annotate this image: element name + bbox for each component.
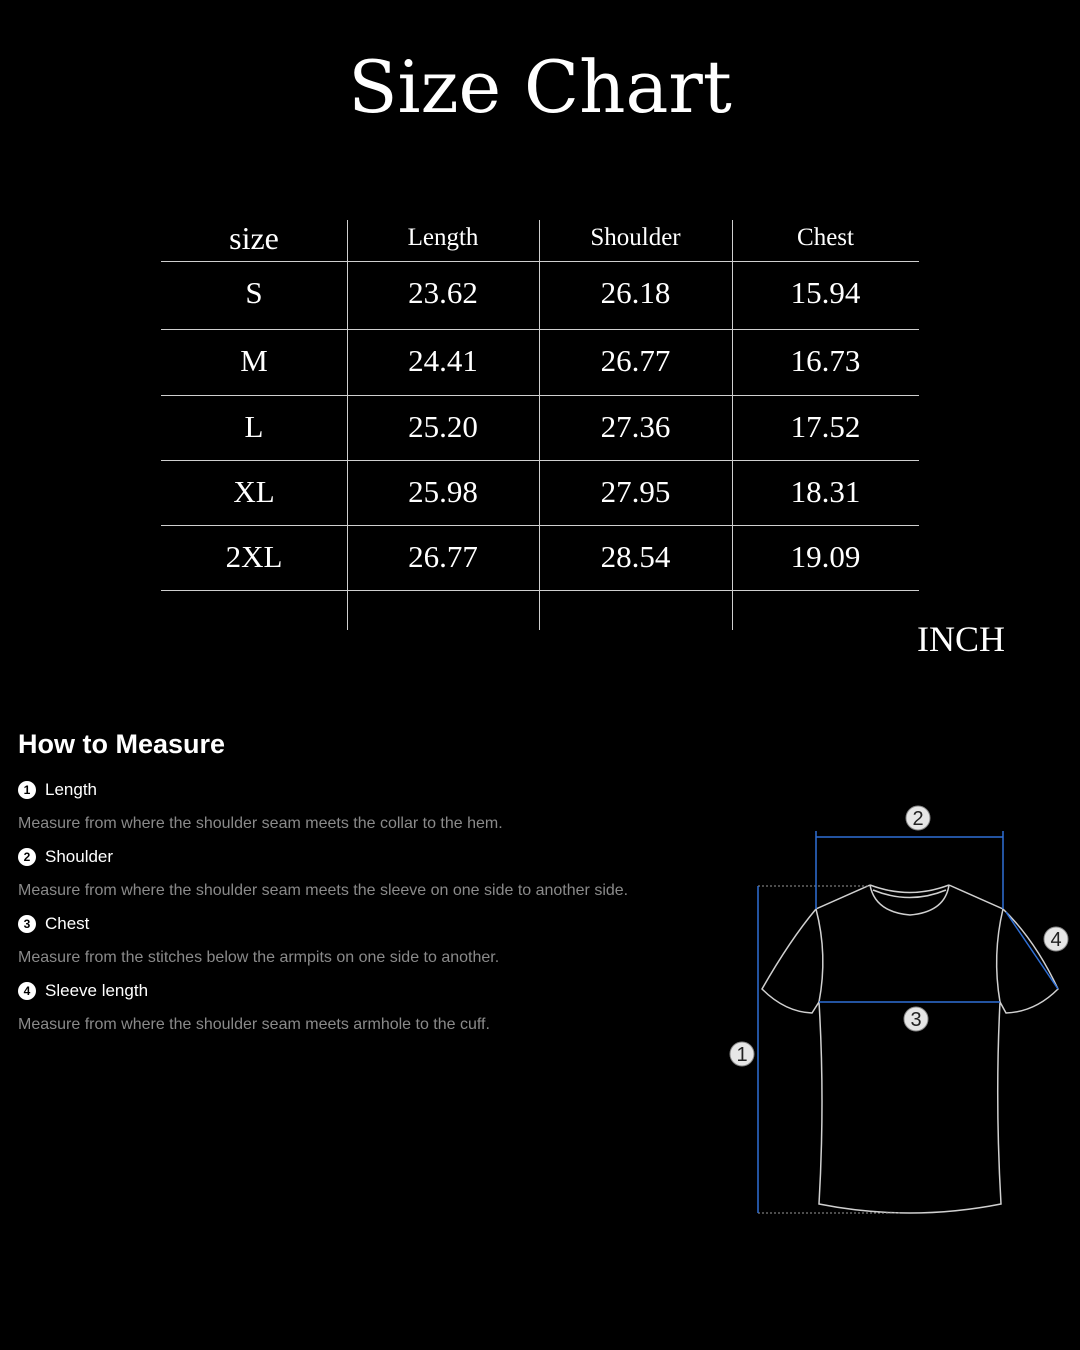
step-description: Measure from where the shoulder seam mee… bbox=[18, 882, 629, 899]
svg-text:3: 3 bbox=[910, 1009, 921, 1031]
table-cell: 18.31 bbox=[790, 474, 861, 509]
sleeve-line bbox=[1005, 911, 1059, 990]
step-label: Length bbox=[45, 780, 97, 799]
table-cell: 19.09 bbox=[790, 539, 861, 574]
table-cell: 17.52 bbox=[790, 409, 861, 444]
tshirt-outline bbox=[761, 884, 1059, 1214]
number-badge-icon: 1 bbox=[18, 781, 36, 799]
table-cell: 28.54 bbox=[600, 539, 671, 574]
table-cell: 26.77 bbox=[408, 539, 478, 574]
table-cell: 26.18 bbox=[600, 275, 671, 310]
table-cell: 16.73 bbox=[790, 343, 861, 378]
step-description: Measure from where the shoulder seam mee… bbox=[18, 815, 503, 832]
marker-4-icon: 4 bbox=[1043, 926, 1069, 952]
marker-3-icon: 3 bbox=[903, 1006, 929, 1032]
table-cell: 24.41 bbox=[408, 343, 478, 378]
svg-text:4: 4 bbox=[1050, 929, 1061, 951]
table-cell: 27.36 bbox=[600, 409, 671, 444]
table-cell: S bbox=[245, 275, 263, 310]
table-cell: 27.95 bbox=[600, 474, 671, 509]
column-divider bbox=[347, 220, 348, 630]
column-header: Length bbox=[407, 224, 479, 251]
column-divider bbox=[732, 220, 733, 630]
step-label: Shoulder bbox=[45, 847, 114, 866]
number-badge-icon: 3 bbox=[18, 915, 36, 933]
table-cell: 23.62 bbox=[408, 275, 478, 310]
step-3: 3 Chest bbox=[18, 914, 89, 934]
row-divider bbox=[161, 525, 919, 526]
guide-dotted-lines bbox=[758, 885, 900, 1214]
row-divider bbox=[161, 460, 919, 461]
number-badge-icon: 4 bbox=[18, 982, 36, 1000]
svg-text:2: 2 bbox=[912, 808, 923, 830]
row-divider bbox=[161, 395, 919, 396]
table-cell: XL bbox=[233, 474, 275, 509]
column-header: Chest bbox=[797, 224, 854, 251]
step-description: Measure from the stitches below the armp… bbox=[18, 949, 500, 966]
table-cell: 25.20 bbox=[408, 409, 478, 444]
step-label: Sleeve length bbox=[45, 981, 149, 1000]
step-2: 2 Shoulder bbox=[18, 847, 113, 867]
step-4: 4 Sleeve length bbox=[18, 981, 148, 1001]
page-title: Size Chart bbox=[348, 45, 732, 129]
marker-2-icon: 2 bbox=[905, 805, 931, 831]
step-1: 1 Length bbox=[18, 780, 97, 800]
table-cell: 2XL bbox=[225, 539, 283, 574]
svg-text:1: 1 bbox=[736, 1044, 747, 1066]
marker-1-icon: 1 bbox=[729, 1041, 755, 1067]
number-badge-icon: 2 bbox=[18, 848, 36, 866]
size-table: size Length Shoulder Chest S 23.62 26.18 15.94 M… bbox=[161, 220, 919, 630]
table-cell: L bbox=[244, 409, 264, 444]
column-header: Shoulder bbox=[590, 224, 681, 251]
how-to-measure-heading: How to Measure bbox=[18, 729, 226, 759]
unit-label: INCH bbox=[917, 619, 1005, 659]
step-label: Chest bbox=[45, 914, 90, 933]
row-divider bbox=[161, 261, 919, 262]
measure-lines bbox=[757, 831, 1059, 1213]
column-divider bbox=[539, 220, 540, 630]
row-divider bbox=[161, 590, 919, 591]
table-cell: 25.98 bbox=[408, 474, 478, 509]
table-cell: M bbox=[240, 343, 268, 378]
table-cell: 26.77 bbox=[600, 343, 671, 378]
step-description: Measure from where the shoulder seam mee… bbox=[18, 1016, 490, 1033]
row-divider bbox=[161, 329, 919, 330]
table-cell: 15.94 bbox=[790, 275, 861, 310]
column-header: size bbox=[229, 220, 279, 256]
